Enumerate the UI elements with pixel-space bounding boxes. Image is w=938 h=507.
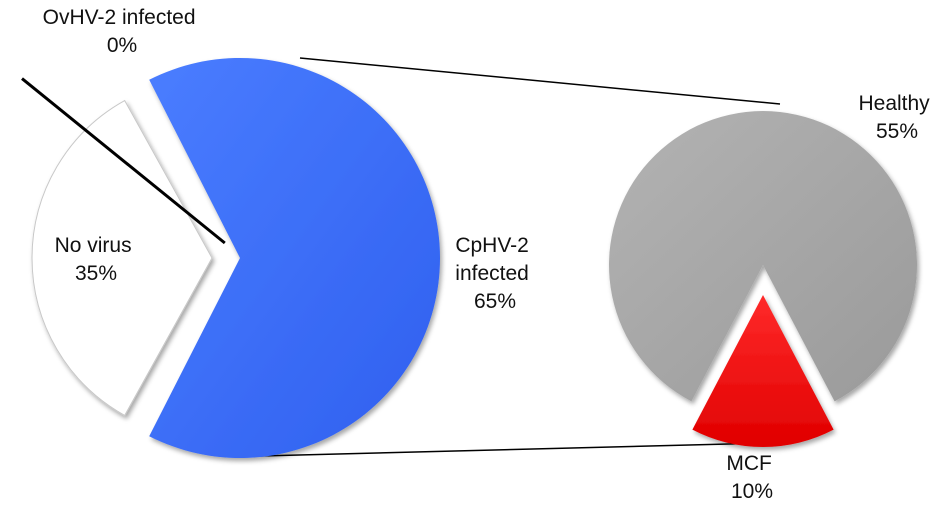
label-cphv2-infected: CpHV-2 infected 65% (455, 234, 534, 313)
label-no-virus-line1: No virus (55, 234, 132, 257)
label-healthy-line1: Healthy (858, 92, 930, 115)
label-cphv2-line1: CpHV-2 (455, 234, 529, 257)
label-mcf: MCF 10% (726, 452, 777, 503)
label-mcf-line2: 10% (731, 480, 773, 503)
right-pie (609, 111, 917, 447)
label-ovhv2-line2: 0% (107, 34, 137, 57)
connector-lines (259, 57, 781, 457)
label-mcf-line1: MCF (726, 452, 772, 475)
slice-cphv2-infected (149, 58, 441, 458)
label-cphv2-line3: 65% (474, 290, 516, 313)
slice-healthy (609, 111, 917, 402)
slice-ovhv2-infected (21, 77, 226, 245)
connector-line-bottom (259, 442, 769, 457)
label-no-virus-line2: 35% (75, 262, 117, 285)
label-no-virus: No virus 35% (55, 234, 138, 285)
label-healthy-line2: 55% (876, 120, 918, 143)
label-ovhv2-infected: OvHV-2 infected 0% (43, 6, 202, 57)
left-pie (21, 58, 441, 458)
connector-line-top (299, 57, 781, 105)
slice-mcf (692, 295, 834, 447)
label-ovhv2-line1: OvHV-2 infected (43, 6, 196, 29)
label-cphv2-line2: infected (455, 262, 529, 285)
label-healthy: Healthy 55% (858, 92, 935, 143)
